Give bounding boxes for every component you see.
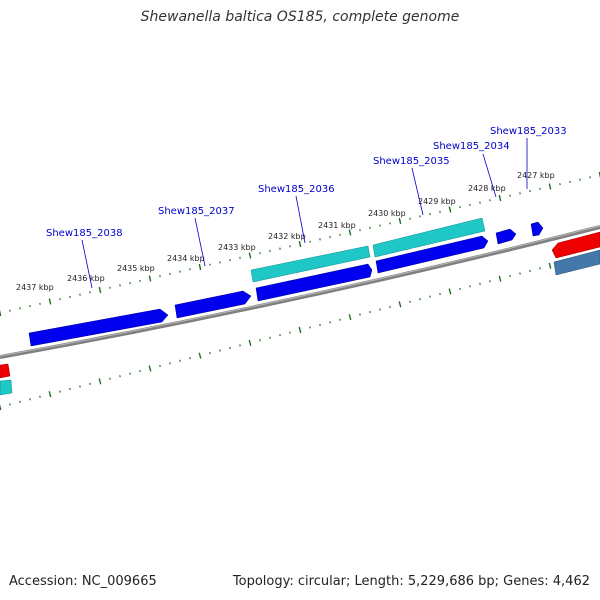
cds-forward-shew185-2038[interactable] — [28, 308, 169, 347]
outer-ring-tick — [98, 286, 102, 294]
inner-ring-tick — [0, 404, 2, 411]
gene-label-shew185-2035[interactable]: Shew185_2035 — [373, 156, 450, 167]
scale-labels: 2427 kbp 2428 kbp 2429 kbp 2430 kbp 2431… — [16, 171, 555, 292]
scale-label: 2427 kbp — [517, 171, 555, 180]
feature-red-left[interactable] — [0, 363, 11, 379]
map-title: Shewanella baltica OS185, complete genom… — [140, 9, 460, 25]
backbone-highlight — [0, 225, 600, 357]
outer-ring-tick — [448, 206, 452, 213]
cds-forward-shew185-2035[interactable] — [375, 235, 489, 274]
inner-ring-tick — [98, 378, 102, 385]
gene-label-shew185-2033[interactable]: Shew185_2033 — [490, 126, 567, 137]
gene-labels: Shew185_2033 Shew185_2034 Shew185_2035 S… — [46, 126, 567, 289]
outer-ring-tick — [498, 194, 502, 202]
feature-steel-right[interactable] — [553, 249, 600, 276]
backbone-line — [0, 225, 600, 359]
scale-label: 2432 kbp — [268, 232, 306, 241]
outer-ring-tick — [348, 229, 352, 236]
cds-forward-shew185-2037[interactable] — [174, 290, 252, 319]
outer-ring-tick — [148, 275, 152, 282]
cds-forward-shew185-2034[interactable] — [495, 228, 517, 245]
inner-ring-tick — [398, 301, 402, 308]
scale-label: 2431 kbp — [318, 221, 356, 230]
gene-label-shew185-2036[interactable]: Shew185_2036 — [258, 184, 335, 195]
gene-label-shew185-2034[interactable]: Shew185_2034 — [433, 141, 510, 152]
cds-forward-shew185-2036[interactable] — [255, 263, 373, 302]
cds-reverse-shew185-2036[interactable] — [250, 245, 371, 283]
gene-label-shew185-2037[interactable]: Shew185_2037 — [158, 206, 235, 217]
outer-ring-tick — [0, 309, 2, 317]
cds-forward-shew185-2033[interactable] — [530, 221, 544, 237]
label-leader-line — [81, 239, 93, 289]
outer-ring-tick — [398, 217, 402, 225]
inner-ring-tick — [348, 314, 352, 321]
outer-ring-tick — [548, 183, 552, 190]
scale-label: 2428 kbp — [468, 184, 506, 193]
inner-ring-tick — [198, 352, 202, 359]
genome-summary-text: Topology: circular; Length: 5,229,686 bp… — [232, 574, 590, 589]
inner-ring-tick — [498, 275, 502, 282]
label-leader-line — [194, 217, 206, 267]
scale-label: 2434 kbp — [167, 254, 205, 263]
gene-label-shew185-2038[interactable]: Shew185_2038 — [46, 228, 123, 239]
label-leader-line — [411, 167, 424, 216]
cds-reverse-left-edge[interactable] — [0, 379, 13, 396]
feature-red-right[interactable] — [551, 231, 600, 259]
inner-ring-tick — [548, 262, 552, 269]
outer-ring-tick — [48, 298, 52, 305]
scale-label: 2430 kbp — [368, 209, 406, 218]
outer-ring-tick — [198, 263, 202, 271]
accession-text: Accession: NC_009665 — [9, 574, 157, 589]
scale-label: 2437 kbp — [16, 283, 54, 292]
label-leader-line — [295, 195, 306, 244]
inner-ring-tick — [148, 365, 152, 372]
label-leader-line — [482, 153, 497, 198]
outer-ring-tick — [248, 252, 252, 259]
outer-ring-tick — [298, 240, 302, 248]
scale-label: 2436 kbp — [67, 274, 105, 283]
scale-label: 2433 kbp — [218, 243, 256, 252]
inner-ring-tick — [298, 326, 302, 334]
inner-ring-tick — [248, 339, 252, 346]
cds-reverse-shew185-2035[interactable] — [372, 217, 486, 258]
inner-ring-tick — [448, 288, 452, 295]
scale-label: 2429 kbp — [418, 197, 456, 206]
inner-ring-tick — [48, 391, 52, 398]
scale-label: 2435 kbp — [117, 264, 155, 273]
outer-tick-ring — [0, 171, 600, 317]
